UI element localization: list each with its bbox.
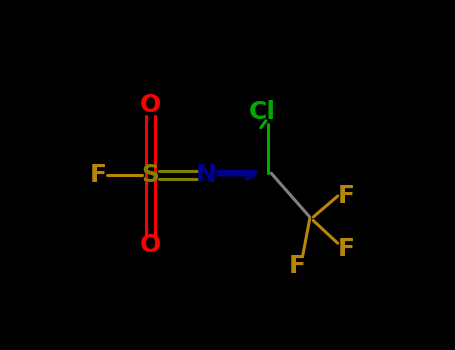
Text: O: O: [140, 93, 161, 117]
Text: S: S: [142, 163, 160, 187]
Text: Cl: Cl: [249, 100, 276, 124]
Text: F: F: [289, 254, 306, 278]
Text: O: O: [140, 233, 161, 257]
Text: F: F: [90, 163, 106, 187]
Text: F: F: [338, 237, 355, 260]
Text: N: N: [196, 163, 217, 187]
Text: F: F: [338, 184, 355, 208]
